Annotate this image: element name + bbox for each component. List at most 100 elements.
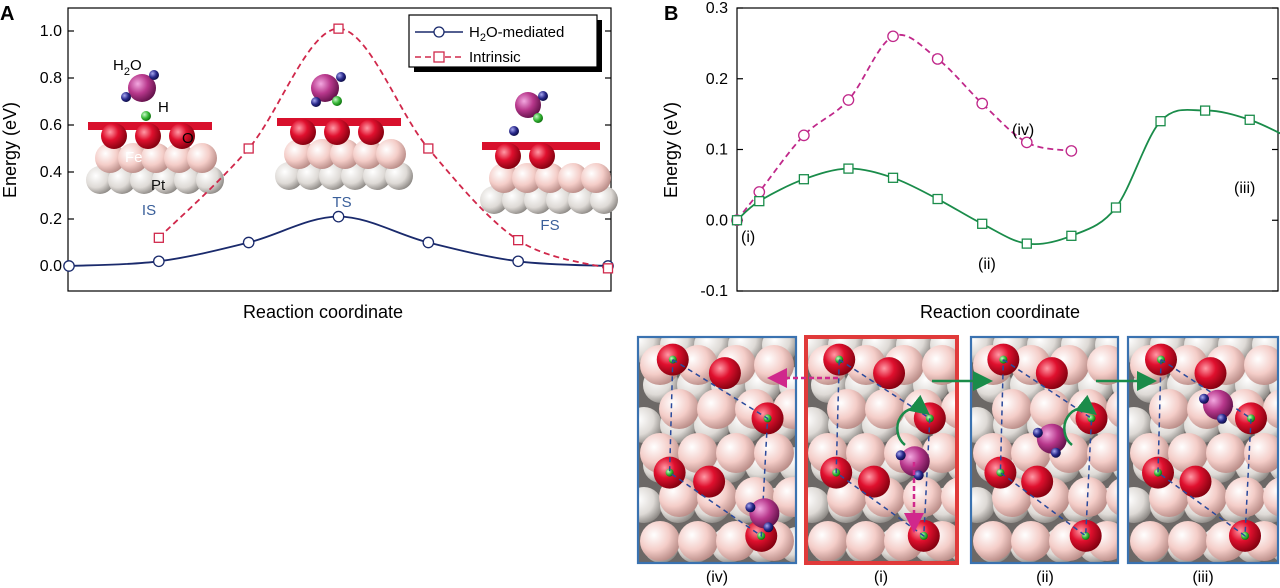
chart-b-series-0-point-2	[798, 129, 810, 142]
snapshot-tile-3: (iii)	[1126, 335, 1280, 586]
chart-a-ytick-label-4: 0.8	[40, 70, 62, 87]
snapshot-arrows	[767, 368, 1157, 533]
water-label: H2O	[113, 57, 142, 78]
snapshot-tile-0: (iv)	[636, 335, 798, 586]
iron-label: Fe	[125, 149, 143, 166]
chart-b-series-0-point-1	[753, 186, 766, 198]
chart-b-series-1-point-10	[1155, 116, 1166, 127]
chart-b-series-0-point-7	[1020, 136, 1033, 149]
rotation-arrow-icon	[896, 394, 930, 446]
chart-a-ytick-label-5: 1.0	[40, 23, 62, 40]
rotation-arrow-icon-2	[1063, 394, 1097, 446]
chart-a-series-0-point-3	[332, 210, 345, 223]
chart-b-series-0-point-6	[976, 97, 989, 110]
chart-a-series-1-point-5	[602, 263, 614, 274]
snapshot-frame-3	[1126, 335, 1280, 565]
panel-b-letter: B	[664, 3, 678, 25]
chart-b-series-1-point-4	[887, 172, 899, 183]
water-molecule-icon	[128, 74, 156, 102]
platinum-label: Pt	[151, 177, 166, 194]
hydrogen-atom-icon	[141, 111, 151, 121]
chart-a-ytick-label-0: 0.0	[40, 258, 62, 275]
chart-a-ytick-label-1: 0.2	[40, 211, 62, 228]
snapshot-tile-2: (ii)	[969, 335, 1120, 586]
water-molecule-icon	[1036, 423, 1067, 454]
snapshot-label-0: (iv)	[706, 569, 728, 586]
water-molecule-icon	[1203, 389, 1233, 420]
chart-b-ylabel: Energy (eV)	[661, 102, 681, 198]
chart-a: 0.0 0.2 0.4 0.6 0.8 1.0 Energy (eV) Reaction …	[0, 7, 618, 322]
water-molecule-icon	[749, 498, 780, 529]
chart-a-legend: H2O-mediated Intrinsic	[408, 14, 602, 72]
chart-a-series-0-line	[68, 215, 609, 267]
state-label-i: (i)	[741, 229, 755, 246]
fs-structure-inset	[480, 91, 618, 214]
stage-label-ts: TS	[332, 194, 351, 211]
chart-a-series-0-point-5	[512, 255, 525, 268]
legend-h2o-mediated: H2O-mediated	[469, 24, 564, 44]
snapshot-frame-1	[804, 335, 959, 565]
chart-a-ytick-label-3: 0.6	[40, 117, 62, 134]
snapshot-label-1: (i)	[874, 569, 888, 586]
snapshot-label-2: (ii)	[1036, 569, 1054, 586]
stage-label-fs: FS	[540, 217, 559, 234]
stage-label-is: IS	[142, 202, 156, 219]
chart-b-series-0-point-8	[1065, 145, 1078, 157]
state-label-iii: (iii)	[1234, 180, 1255, 197]
chart-a-series-0-point-2	[242, 236, 255, 249]
chart-a-ylabel: Energy (eV)	[0, 102, 20, 198]
chart-b-series-0-point-3	[842, 94, 855, 106]
chart-b-series-0-point-5	[931, 53, 944, 65]
chart-b-series-1-point-1	[754, 195, 765, 207]
chart-b-y-ticks: -0.1 0.0 0.1 0.2 0.3	[700, 0, 1278, 300]
state-label-ii: (ii)	[978, 256, 996, 273]
snapshot-row: (iv) (i) (ii) (iii)	[636, 335, 1280, 586]
chart-b-ytick-label-0: -0.1	[700, 283, 728, 300]
chart-a-ytick-label-2: 0.4	[40, 164, 62, 181]
chart-a-series-1-point-1	[243, 143, 254, 154]
chart-b-series-1-point-7	[1021, 238, 1032, 249]
chart-b: -0.1 0.0 0.1 0.2 0.3 Energy (eV) Reaction co…	[661, 0, 1280, 322]
chart-b-series-1-point-9	[1110, 202, 1122, 213]
chart-b-series	[731, 30, 1280, 249]
snapshot-frame-0	[636, 335, 798, 565]
snapshot-label-3: (iii)	[1192, 569, 1213, 586]
ts-structure-inset	[275, 72, 413, 194]
chart-a-series-1-point-4	[513, 234, 524, 246]
chart-b-ytick-label-1: 0.0	[706, 212, 728, 229]
chart-a-y-ticks: 0.0 0.2 0.4 0.6 0.8 1.0	[40, 23, 611, 275]
chart-b-series-1-point-8	[1066, 230, 1077, 241]
is-structure-inset: H2O H O Fe Pt	[86, 57, 224, 200]
state-label-iv: (iv)	[1012, 122, 1034, 139]
legend-intrinsic: Intrinsic	[469, 49, 521, 66]
chart-b-series-1-point-11	[1199, 105, 1211, 116]
chart-b-series-1-line	[736, 108, 1280, 245]
chart-b-series-1-point-12	[1244, 114, 1255, 125]
chart-b-series-1-point-2	[798, 174, 810, 185]
chart-a-series-0-point-4	[422, 236, 435, 249]
chart-a-frame	[67, 7, 612, 292]
chart-b-series-1-point-3	[843, 163, 854, 174]
chart-a-xlabel: Reaction coordinate	[243, 302, 403, 322]
chart-b-ytick-label-4: 0.3	[706, 0, 728, 17]
snapshot-frame-2	[969, 335, 1120, 565]
water-molecule-icon	[899, 446, 930, 477]
oxygen-label: O	[182, 130, 194, 147]
panel-a-letter: A	[0, 3, 14, 25]
chart-b-ytick-label-3: 0.2	[706, 71, 728, 88]
chart-a-series	[63, 23, 614, 274]
chart-a-series-1-point-2	[333, 23, 344, 34]
chart-b-series-0-point-4	[887, 30, 899, 43]
chart-a-series-0-point-1	[152, 255, 165, 268]
hydrogen-label: H	[158, 99, 169, 116]
chart-b-ytick-label-2: 0.1	[706, 142, 728, 159]
chart-b-series-1-point-0	[731, 215, 743, 226]
chart-b-series-1-point-6	[977, 218, 988, 229]
chart-b-frame	[736, 7, 1279, 292]
snapshot-tile-1: (i)	[804, 335, 959, 586]
chart-a-series-1-point-3	[423, 143, 434, 154]
chart-b-xlabel: Reaction coordinate	[920, 302, 1080, 322]
chart-a-series-0-point-0	[63, 260, 75, 272]
chart-b-series-1-point-5	[932, 193, 943, 205]
